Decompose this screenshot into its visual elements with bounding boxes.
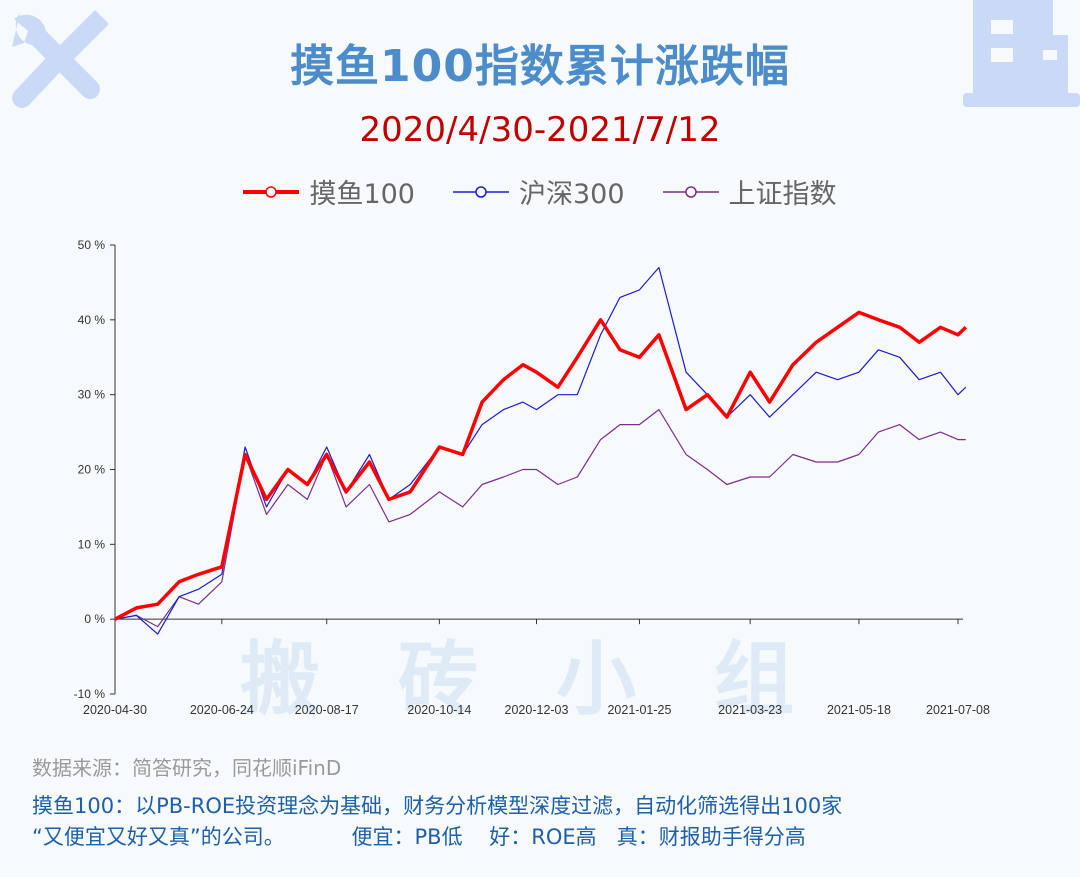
series-line-1: [114, 266, 967, 635]
chart-title: 摸鱼100指数累计涨跌幅: [290, 41, 790, 92]
series-line-0: [114, 310, 968, 621]
legend-label-0: 摸鱼100: [309, 179, 415, 210]
y-tick-label: -10 %: [74, 687, 106, 701]
legend-item-1: 沪深300: [453, 172, 625, 211]
data-source: 数据来源：简答研究，同花顺iFinD: [32, 756, 342, 780]
legend-marker-1: [453, 185, 509, 198]
y-tick-label: 50 %: [78, 238, 106, 252]
x-tick-label: 2020-10-14: [407, 703, 471, 717]
series-line-2: [114, 409, 966, 628]
building-icon: [963, 0, 1080, 107]
x-tick-label: 2021-01-25: [607, 703, 671, 717]
legend-label-1: 沪深300: [519, 179, 625, 210]
line-chart: -10 % 0 % 10 % 20 % 30 % 40 % 50 % 2020-04-30 20…: [74, 238, 990, 717]
wrench-screwdriver-icon: [12, 10, 109, 108]
description-line-1: 摸鱼100：以PB-ROE投资理念为基础，财务分析模型深度过滤，自动化筛选得出1…: [32, 794, 843, 818]
legend-item-0: 摸鱼100: [243, 172, 415, 211]
y-tick-label: 40 %: [78, 313, 106, 327]
legend-marker-2: [662, 185, 719, 198]
x-tick-label: 2020-04-30: [83, 703, 147, 717]
x-tick-label: 2020-06-24: [190, 703, 254, 717]
x-tick-label: 2021-05-18: [827, 703, 891, 717]
y-tick-label: 20 %: [78, 463, 106, 477]
chart-subtitle: 2020/4/30-2021/7/12: [359, 110, 721, 150]
y-tick-label: 10 %: [78, 537, 106, 551]
x-tick-label: 2020-08-17: [295, 703, 359, 717]
x-tick-label: 2020-12-03: [505, 703, 569, 717]
watermark: 搬砖小组: [240, 633, 872, 726]
x-tick-label: 2021-03-23: [718, 703, 782, 717]
x-tick-label: 2021-07-08: [926, 703, 990, 717]
description-line-2: “又便宜又好又真”的公司。 便宜：PB低 好：ROE高 真：财报助手得分高: [32, 825, 806, 849]
legend-item-2: 上证指数: [662, 172, 837, 211]
legend-marker-0: [243, 185, 300, 198]
y-tick-label: 0 %: [84, 612, 105, 626]
y-tick-label: 30 %: [78, 388, 106, 402]
legend: 摸鱼100 沪深300 上证指数: [0, 172, 1080, 211]
legend-label-2: 上证指数: [728, 179, 837, 210]
